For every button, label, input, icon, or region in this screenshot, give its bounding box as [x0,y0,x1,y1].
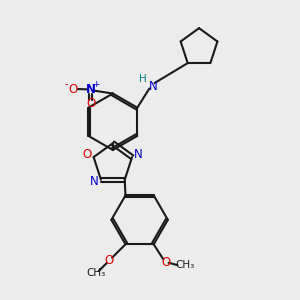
Text: N: N [90,175,99,188]
Text: O: O [86,98,95,110]
Text: O: O [104,254,114,267]
Text: O: O [82,148,92,161]
Text: N: N [148,80,157,93]
Text: N: N [134,148,143,161]
Text: H: H [139,74,146,84]
Text: O: O [161,256,170,268]
Text: CH₃: CH₃ [86,268,105,278]
Text: +: + [92,80,100,88]
Text: CH₃: CH₃ [175,260,194,270]
Text: O: O [68,82,77,96]
Text: N: N [85,82,96,96]
Text: -: - [64,79,68,89]
